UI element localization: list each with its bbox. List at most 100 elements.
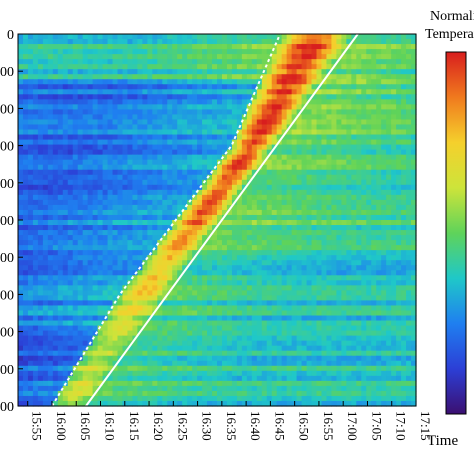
heatmap-cell: [82, 335, 89, 342]
heatmap-cell: [401, 235, 407, 241]
heatmap-cell: [346, 240, 352, 246]
heatmap-cell: [107, 189, 114, 196]
heatmap-cell: [336, 199, 342, 206]
heatmap-cell: [197, 34, 203, 40]
heatmap-cell: [311, 144, 318, 151]
heatmap-cell: [137, 44, 143, 50]
heatmap-cell: [182, 124, 188, 131]
heatmap-cell: [212, 124, 218, 131]
heatmap-cell: [391, 119, 397, 126]
heatmap-cell: [142, 109, 148, 116]
heatmap-cell: [92, 320, 99, 327]
heatmap-cell: [127, 335, 134, 342]
heatmap-cell: [391, 265, 397, 271]
heatmap-cell: [207, 325, 213, 332]
heatmap-cell: [411, 199, 417, 206]
heatmap-cell: [256, 320, 263, 327]
heatmap-cell: [396, 99, 402, 105]
heatmap-cell: [72, 149, 79, 156]
heatmap-cell: [331, 330, 337, 337]
heatmap-cell: [411, 209, 417, 216]
heatmap-cell: [331, 94, 337, 100]
heatmap-cell: [167, 320, 173, 327]
heatmap-cell: [217, 204, 223, 211]
heatmap-cell: [341, 64, 347, 70]
heatmap-cell: [271, 220, 278, 226]
heatmap-cell: [52, 345, 59, 352]
heatmap-cell: [67, 69, 74, 75]
heatmap-cell: [152, 290, 158, 297]
heatmap-cell: [152, 129, 158, 136]
heatmap-cell: [127, 189, 134, 196]
heatmap-cell: [361, 54, 367, 60]
heatmap-cell: [371, 310, 377, 317]
heatmap-cell: [266, 199, 273, 206]
heatmap-cell: [212, 214, 218, 221]
heatmap-cell: [92, 59, 99, 65]
heatmap-cell: [296, 255, 303, 261]
heatmap-cell: [137, 39, 143, 45]
heatmap-cell: [351, 255, 357, 261]
heatmap-cell: [346, 109, 352, 116]
heatmap-cell: [187, 149, 193, 156]
heatmap-cell: [42, 49, 49, 55]
heatmap-cell: [37, 220, 44, 226]
heatmap-cell: [127, 129, 134, 136]
heatmap-cell: [92, 184, 99, 191]
heatmap-cell: [396, 69, 402, 75]
heatmap-cell: [261, 225, 268, 231]
heatmap-cell: [231, 179, 238, 186]
heatmap-cell: [411, 154, 417, 161]
heatmap-cell: [112, 340, 119, 347]
heatmap-cell: [326, 199, 333, 206]
heatmap-cell: [241, 204, 248, 211]
heatmap-cell: [226, 84, 233, 90]
heatmap-cell: [137, 235, 143, 241]
heatmap-cell: [291, 74, 298, 80]
heatmap-cell: [266, 109, 273, 116]
heatmap-cell: [77, 325, 84, 332]
heatmap-cell: [187, 99, 193, 105]
heatmap-cell: [346, 290, 352, 297]
heatmap-cell: [47, 114, 54, 121]
heatmap-cell: [22, 44, 29, 50]
heatmap-cell: [137, 280, 143, 286]
heatmap-cell: [356, 114, 362, 121]
heatmap-cell: [326, 169, 333, 176]
heatmap-cell: [212, 235, 218, 241]
heatmap-cell: [401, 69, 407, 75]
heatmap-cell: [231, 89, 238, 95]
heatmap-cell: [341, 59, 347, 65]
heatmap-cell: [167, 345, 173, 352]
heatmap-cell: [62, 44, 69, 50]
heatmap-cell: [306, 310, 313, 317]
heatmap-cell: [192, 340, 198, 347]
heatmap-cell: [351, 74, 357, 80]
heatmap-cell: [37, 74, 44, 80]
heatmap-cell: [311, 209, 318, 216]
heatmap-cell: [221, 295, 228, 302]
heatmap-cell: [117, 335, 124, 342]
heatmap-cell: [67, 295, 74, 302]
heatmap-cell: [132, 320, 138, 327]
heatmap-cell: [291, 114, 298, 121]
heatmap-cell: [167, 154, 173, 161]
heatmap-cell: [411, 260, 417, 266]
heatmap-cell: [92, 265, 99, 271]
heatmap-cell: [182, 49, 188, 55]
heatmap-cell: [336, 300, 342, 307]
heatmap-cell: [316, 225, 323, 231]
heatmap-cell: [381, 44, 387, 50]
heatmap-cell: [182, 204, 188, 211]
heatmap-cell: [381, 265, 387, 271]
heatmap-cell: [27, 109, 34, 116]
heatmap-cell: [221, 164, 228, 171]
heatmap-cell: [67, 209, 74, 216]
heatmap-cell: [62, 184, 69, 191]
heatmap-cell: [261, 275, 268, 281]
heatmap-cell: [87, 179, 94, 186]
heatmap-cell: [351, 69, 357, 75]
heatmap-cell: [366, 79, 372, 85]
heatmap-cell: [236, 255, 243, 261]
heatmap-cell: [182, 305, 188, 312]
